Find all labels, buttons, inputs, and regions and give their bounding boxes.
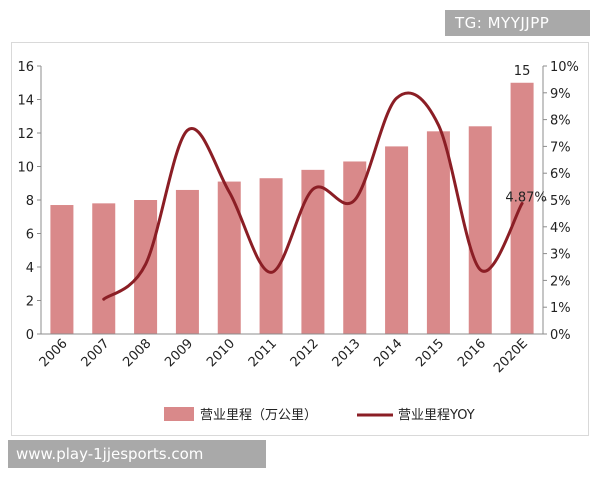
x-tick-label: 2012 xyxy=(288,336,322,370)
bar-2011 xyxy=(259,178,283,334)
y-tick-label-left: 4 xyxy=(26,261,34,276)
x-tick-label: 2007 xyxy=(79,336,113,370)
bar-2014 xyxy=(385,146,409,334)
x-tick-label: 2014 xyxy=(371,336,405,370)
y-tick-label-left: 14 xyxy=(17,94,34,109)
y-tick-label-left: 12 xyxy=(17,127,34,142)
y-tick-label-left: 2 xyxy=(26,295,34,310)
data-label-last-bar: 15 xyxy=(514,64,531,79)
x-tick-label: 2016 xyxy=(455,336,489,370)
legend-swatch-bar xyxy=(164,407,194,421)
bar-2015 xyxy=(426,131,450,334)
bar-2012 xyxy=(301,169,325,334)
y-tick-label-right: 10% xyxy=(550,60,579,75)
y-tick-label-right: 9% xyxy=(550,87,571,102)
bar-2020E xyxy=(510,82,534,334)
bar-2006 xyxy=(50,205,74,334)
y-tick-label-right: 8% xyxy=(550,114,571,129)
y-tick-label-right: 6% xyxy=(550,167,571,182)
data-label-last-yoy: 4.87% xyxy=(505,190,546,205)
x-tick-label: 2015 xyxy=(413,336,447,370)
y-tick-label-left: 0 xyxy=(26,328,34,343)
chart-frame: 0 2 4 6 8 10 12 14 16 0% 1% 2% 3% 4% 5% 6% 7% 8% 9% 10% 2006… xyxy=(11,42,589,436)
y-tick-label-right: 0% xyxy=(550,328,571,343)
chart: 0 2 4 6 8 10 12 14 16 0% 1% 2% 3% 4% 5% 6% 7% 8% 9% 10% 2006… xyxy=(17,60,579,423)
x-tick-label: 2008 xyxy=(120,336,154,370)
legend-label-line: 营业里程YOY xyxy=(398,408,475,423)
x-tick-label: 2010 xyxy=(204,336,238,370)
y-tick-label-right: 3% xyxy=(550,248,571,263)
y-tick-label-left: 10 xyxy=(17,161,34,176)
bar-2009 xyxy=(175,189,199,334)
bar-2007 xyxy=(92,203,116,334)
y-tick-label-left: 6 xyxy=(26,228,34,243)
y-tick-label-right: 4% xyxy=(550,221,571,236)
y-tick-label-right: 1% xyxy=(550,301,571,316)
x-tick-label: 2013 xyxy=(330,336,364,370)
watermark-bottom: www.play-1jjesports.com xyxy=(8,440,266,468)
bar-2010 xyxy=(217,181,241,334)
bar-2016 xyxy=(468,126,492,334)
y-tick-label-right: 7% xyxy=(550,140,571,155)
legend-label-bar: 营业里程（万公里） xyxy=(200,408,317,423)
y-tick-label-left: 16 xyxy=(17,60,34,75)
x-tick-label: 2009 xyxy=(162,336,196,370)
y-tick-label-left: 8 xyxy=(26,194,34,209)
y-tick-label-right: 5% xyxy=(550,194,571,209)
x-tick-label: 2020E xyxy=(491,336,531,376)
x-tick-label: 2006 xyxy=(37,336,71,370)
y-tick-label-right: 2% xyxy=(550,274,571,289)
watermark-top: TG: MYYJJPP xyxy=(445,10,590,36)
x-tick-label: 2011 xyxy=(246,336,280,370)
